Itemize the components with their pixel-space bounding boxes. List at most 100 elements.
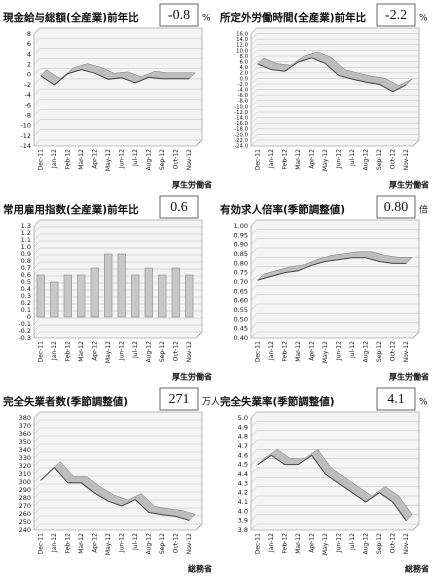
grid-line (250, 247, 419, 255)
y-tick-label: 4.0 (238, 507, 248, 515)
x-tick-label: Feb-12 (64, 341, 71, 362)
grid-line (250, 477, 419, 484)
x-tick-label: Jul-12 (132, 341, 139, 359)
source: 総務省 (188, 564, 212, 574)
y-tick-label: 2.0 (240, 71, 249, 77)
y-tick-label: 0.5 (21, 278, 31, 286)
y-tick-label: 0 (27, 313, 31, 321)
x-tick-label: Dec-11 (254, 149, 261, 171)
grid-line (250, 313, 419, 320)
grid-line (33, 419, 202, 427)
x-tick-label: Sep-12 (159, 533, 166, 554)
y-tick-label: 14.0 (236, 37, 248, 43)
y-tick-label: 12.0 (236, 43, 248, 49)
y-tick-label: 360 (19, 430, 31, 438)
y-tick-label: 0.95 (234, 231, 248, 239)
x-tick-label: Apr-12 (308, 533, 315, 553)
x-tick-label: Dec-11 (254, 533, 261, 555)
x-tick-label: May-12 (105, 149, 112, 171)
grid-line (250, 139, 419, 147)
y-tick-label: -10 (20, 122, 31, 130)
grid-line (33, 435, 202, 443)
x-tick-label: Dec-11 (37, 341, 44, 363)
grid-line (33, 491, 202, 499)
y-tick-label: 0.8 (21, 257, 31, 265)
grid-line (33, 261, 202, 269)
x-tick-label: Jun-12 (335, 341, 342, 361)
grid-line (33, 459, 202, 467)
y-tick-label: 1.00 (234, 222, 248, 230)
source: 厚生労働省 (172, 180, 212, 190)
grid-line (250, 523, 419, 531)
y-tick-label: 250 (19, 518, 31, 526)
y-tick-label: 0.55 (234, 306, 248, 314)
grid-line (33, 467, 202, 475)
chart-panel: 完全失業率(季節調整値) 4.1 % 総務省 5.04.9 4.84.74.6 4.54.4… (220, 387, 429, 574)
grid-line (250, 303, 419, 311)
y-tick-label: 0.45 (234, 325, 248, 333)
grid-line (33, 331, 202, 339)
grid-line (250, 122, 419, 130)
y-tick-label: -2 (25, 81, 31, 89)
chart-title: 完全失業者数(季節調整値) (3, 395, 128, 408)
y-tick-label: 4.8 (238, 433, 248, 441)
unit: % (419, 398, 428, 408)
y-tick-label: 1.1 (21, 236, 31, 244)
y-tick-label: -14.0 (234, 116, 248, 122)
x-tick-label: Jul-12 (349, 149, 356, 167)
x-tick-label: Apr-12 (91, 533, 98, 553)
y-tick-label: 0.7 (21, 264, 31, 272)
x-tick-label: Nov-12 (403, 533, 410, 555)
headline-value: 0.6 (170, 200, 188, 215)
chart-title: 現金給与総額(全産業)前年比 (3, 11, 139, 24)
source: 厚生労働省 (389, 180, 429, 190)
y-tick-label: 3.8 (238, 526, 248, 534)
y-tick-label: 380 (19, 414, 31, 422)
y-tick-label: 370 (19, 422, 31, 430)
grid-line (33, 233, 202, 241)
x-tick-label: Jan-12 (268, 533, 275, 553)
y-tick-label: -12.0 (234, 110, 248, 116)
grid-line (33, 427, 202, 435)
grid-line (33, 475, 202, 483)
grid-line (250, 430, 419, 437)
x-tick-label: Dec-11 (37, 149, 44, 171)
x-tick-label: May-12 (322, 341, 329, 363)
y-tick-label: -2.0 (238, 82, 249, 88)
chart-title: 完全失業率(季節調整値) (220, 395, 335, 408)
x-tick-label: Apr-12 (91, 149, 98, 169)
x-tick-label: Jan-12 (51, 149, 58, 169)
bar (117, 253, 126, 318)
y-tick-label: 1.2 (21, 229, 31, 237)
y-tick-label: 1.3 (21, 222, 31, 230)
grid-line (250, 50, 419, 57)
bar (144, 267, 153, 318)
grid-line (33, 99, 202, 106)
grid-line (250, 72, 419, 79)
x-tick-label: Jun-12 (118, 341, 125, 361)
x-tick-label: Mar-12 (78, 533, 85, 554)
source: 厚生労働省 (389, 372, 429, 382)
grid-line (250, 505, 419, 512)
x-tick-label: Oct-12 (172, 341, 179, 361)
y-tick-label: 0.60 (234, 297, 248, 305)
y-tick-label: 0.1 (21, 306, 31, 314)
grid-line (33, 78, 202, 86)
grid-line (250, 55, 419, 63)
y-tick-label: 4.0 (240, 65, 249, 71)
x-tick-label: Nov-12 (186, 149, 193, 171)
x-tick-label: Sep-12 (376, 533, 383, 554)
y-tick-label: 4.6 (238, 451, 248, 459)
y-tick-label: 2 (27, 61, 31, 69)
x-tick-label: Jun-12 (118, 149, 125, 169)
x-tick-label: Feb-12 (281, 149, 288, 170)
y-tick-label: -24.0 (234, 144, 248, 150)
x-tick-label: Apr-12 (308, 341, 315, 361)
x-tick-label: May-12 (322, 533, 329, 555)
x-tick-label: Sep-12 (159, 149, 166, 170)
grid-line (250, 229, 419, 236)
y-tick-label: 4.7 (238, 442, 248, 450)
x-tick-label: Jan-12 (268, 341, 275, 361)
x-tick-label: Jan-12 (51, 533, 58, 553)
